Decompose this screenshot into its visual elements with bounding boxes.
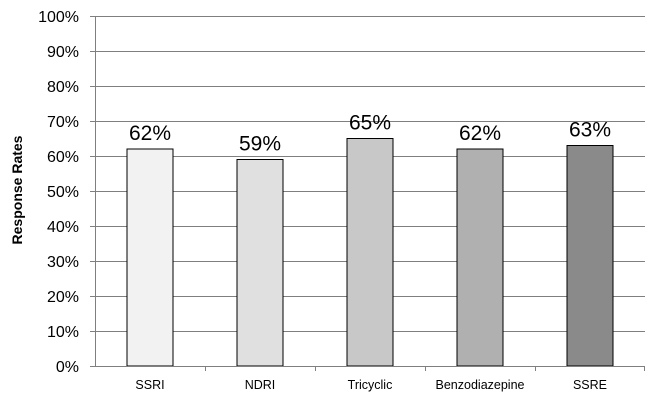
y-tick-label-100: 100%: [38, 9, 79, 26]
y-tick-label-0: 0%: [56, 359, 79, 376]
y-tick-labels: 0% 10% 20% 30% 40% 50% 60% 70% 80% 90% 100%: [38, 9, 79, 376]
data-label-ssre: 63%: [569, 119, 611, 142]
y-tick-label-70: 70%: [47, 114, 79, 131]
data-label-ssri: 62%: [129, 122, 171, 145]
y-tick-label-50: 50%: [47, 184, 79, 201]
x-category-label-tricyclic: Tricyclic: [348, 378, 393, 392]
x-category-label-ssre: SSRE: [573, 378, 607, 392]
data-labels: 62% 59% 65% 62% 63%: [129, 112, 611, 156]
data-label-tricyclic: 65%: [349, 112, 391, 135]
bar-tricyclic: [346, 138, 394, 367]
bar-ssri: [126, 148, 174, 367]
y-tick-label-90: 90%: [47, 44, 79, 61]
y-tick-label-20: 20%: [47, 289, 79, 306]
y-tick-label-80: 80%: [47, 79, 79, 96]
data-label-benzodiazepine: 62%: [459, 122, 501, 145]
x-category-label-ndri: NDRI: [245, 378, 276, 392]
x-category-labels: SSRI NDRI Tricyclic Benzodiazepine SSRE: [135, 378, 607, 392]
y-tick-label-40: 40%: [47, 219, 79, 236]
bar-ndri: [236, 159, 284, 367]
data-label-ndri: 59%: [239, 133, 281, 156]
y-tick-label-60: 60%: [47, 149, 79, 166]
y-tick-label-30: 30%: [47, 254, 79, 271]
x-category-label-benzodiazepine: Benzodiazepine: [436, 378, 525, 392]
x-category-label-ssri: SSRI: [135, 378, 164, 392]
y-axis-title: Response Rates: [9, 135, 25, 244]
bars: [126, 138, 614, 367]
bar-ssre: [566, 145, 614, 367]
bar-benzodiazepine: [456, 148, 504, 367]
y-tick-label-10: 10%: [47, 324, 79, 341]
axes: [95, 16, 645, 371]
